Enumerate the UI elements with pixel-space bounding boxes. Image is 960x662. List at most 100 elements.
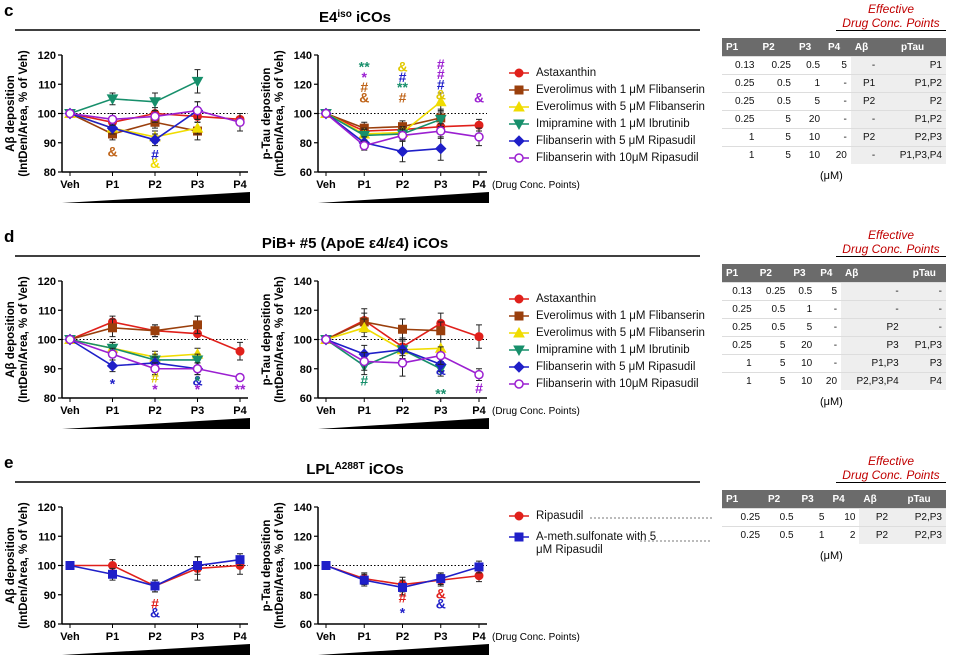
title-part: LPL (306, 461, 334, 478)
column-header: Aβ (859, 490, 893, 509)
table-cell: 10 (828, 508, 860, 527)
marker (193, 320, 202, 330)
table-row: 0.25 0.5 5 10 P2 P2,P3 (722, 508, 946, 527)
table-row: 0.25 5 20- P3 P1,P3 (722, 336, 946, 355)
significance-mark: & (150, 155, 160, 171)
table-row: 0.25 5 20- - P1,P2 (722, 110, 946, 129)
y-tick-label: 110 (38, 531, 56, 543)
marker (397, 358, 408, 368)
x-tick-label: P3 (191, 631, 204, 643)
table-row: 0.25 0.5 1 2 P2 P2,P3 (722, 526, 946, 544)
panel-title: E4iso iCOs (319, 9, 391, 27)
x-tick-label: P1 (358, 405, 371, 417)
table-cell: P4 (902, 372, 946, 390)
significance-mark: # (437, 66, 445, 82)
legend-label: Flibanserin with 5 μM Ripasudil (536, 134, 696, 147)
significance-mark: & (150, 604, 160, 620)
y-axis-label: p-Tau deposition (261, 294, 273, 386)
y-tick-label: 100 (38, 109, 56, 121)
table-cell: P2,P3 (892, 526, 946, 544)
legend-entry: A-meth.sulfonate with 5 μM Ripasudil (508, 531, 671, 557)
title-part: A288T (335, 461, 365, 472)
y-tick-label: 140 (294, 276, 312, 288)
x-tick-label: P2 (148, 179, 161, 191)
table-cell: 0.25 (722, 92, 759, 111)
significance-mark: * (195, 381, 201, 397)
y-tick-label: 100 (294, 335, 312, 347)
series-line (69, 112, 198, 135)
marker (359, 575, 369, 585)
marker (398, 324, 407, 334)
legend-entry: Everolimus with 5 μM Flibanserin (508, 324, 705, 341)
significance-mark: & (397, 59, 407, 75)
legend-symbol (509, 311, 529, 320)
marker (149, 97, 161, 108)
table-cell: 1 (722, 128, 759, 147)
legend-symbol (509, 511, 529, 521)
significance-mark: ** (435, 386, 446, 402)
marker (474, 332, 484, 342)
x-tick-label: P4 (472, 179, 486, 191)
legend-label: Everolimus with 5 μM Flibanserin (536, 100, 705, 113)
series-line (325, 338, 442, 366)
table-cell: - (824, 92, 851, 111)
x-tick-label: P4 (472, 631, 486, 643)
table-cell: P1,P2 (879, 110, 946, 129)
column-header: P2 (764, 490, 798, 509)
title-part: iso (337, 9, 351, 20)
table-cell: 0.25 (722, 336, 756, 355)
legend-label: Flibanserin with 10μM Ripasudil (536, 151, 699, 164)
significance-mark: ** (235, 381, 246, 397)
significance-mark: * (400, 604, 406, 620)
legend-entry: Ripasudil (508, 510, 671, 523)
legend-label: Everolimus with 5 μM Flibanserin (536, 326, 705, 339)
table-cell: P2,P3 (892, 508, 946, 527)
y-tick-label: 90 (44, 590, 56, 602)
header-row: P1 P2 P3 P4 Aβ pTau (722, 490, 946, 509)
y-axis-label: (IntDen/Area, % of Veh) (274, 502, 286, 629)
table-cell: 0.13 (722, 56, 759, 75)
table-cell: 5 (794, 92, 825, 111)
table-row: 0.25 0.5 1- P1 P1,P2 (722, 74, 946, 93)
table-row: 0.25 0.5 1- - - (722, 300, 946, 319)
x-tick-label: Veh (60, 405, 80, 417)
table-cell: P2 (841, 318, 903, 337)
legend-symbol (509, 134, 529, 147)
note-line: Drug Conc. Points (842, 16, 940, 30)
series-line (325, 101, 442, 135)
y-axis-label: Aβ deposition (5, 75, 17, 152)
table-row: 1 5 10 20- P1,P3,P4 (722, 146, 946, 164)
significance-mark: # (437, 76, 445, 92)
legend-entry: Flibanserin with 5 μM Ripasudil (508, 132, 705, 149)
y-tick-label: 60 (300, 167, 312, 179)
marker (192, 364, 203, 374)
marker (106, 360, 119, 372)
table-cell: 20 (824, 146, 851, 164)
y-tick-label: 90 (44, 364, 56, 376)
significance-mark: & (474, 89, 484, 105)
marker (191, 355, 204, 367)
marker (106, 94, 119, 105)
effective-note: Effective Drug Conc. Points (836, 454, 946, 483)
legend: Ripasudil A-meth.sulfonate with 5 μM Ripa… (508, 510, 671, 565)
concentration-table: P1 P2 P3 P4 Aβ pTau 0.25 0.5 5 10 P2 P2,P3 0.25 0.5 1 2… (722, 490, 946, 544)
y-tick-label: 120 (294, 531, 312, 543)
y-tick-label: 120 (294, 305, 312, 317)
note-line: Effective (867, 454, 915, 468)
marker (150, 581, 160, 591)
legend-entry: Everolimus with 1 μM Flibanserin (508, 81, 705, 98)
marker (514, 152, 524, 163)
marker (434, 95, 447, 107)
x-tick-label: P1 (106, 405, 119, 417)
table-row: 1 5 10- P1,P3 P3 (722, 354, 946, 373)
table-cell: 0.25 (722, 74, 759, 93)
series-line (69, 338, 198, 361)
table-cell: 0.25 (722, 318, 756, 337)
series-line (325, 112, 441, 153)
table-cell: P2 (850, 128, 880, 147)
marker (435, 142, 447, 155)
table-cell: 0.5 (755, 318, 790, 337)
y-tick-label: 100 (294, 109, 312, 121)
legend-entry: Everolimus with 1 μM Flibanserin (508, 307, 705, 324)
table-cell: P1,P3,P4 (879, 146, 946, 164)
